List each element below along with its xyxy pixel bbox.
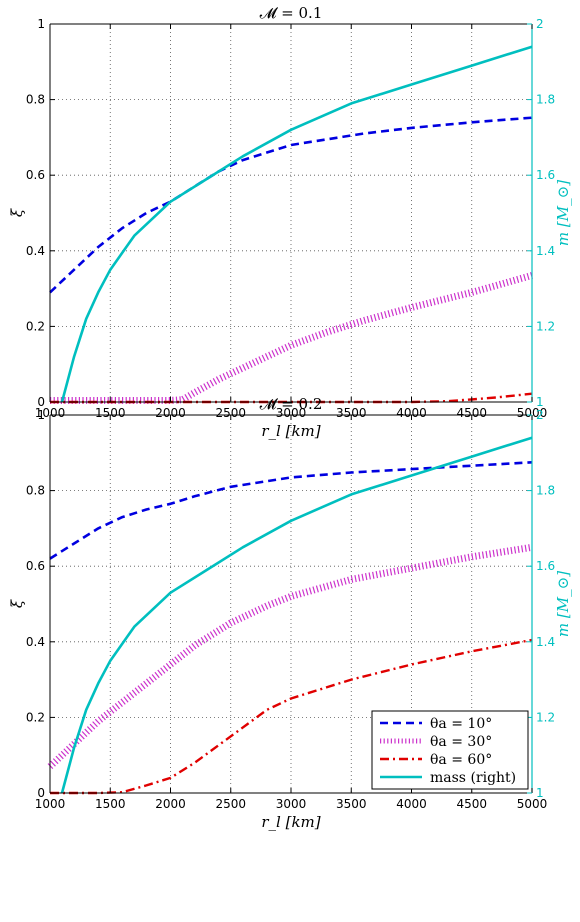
- series-line-mass: [60, 45, 533, 403]
- y-right-tick-label: 1.4: [536, 244, 555, 258]
- x-tick-label: 1000: [35, 406, 66, 420]
- y-axis-label: ξ: [8, 599, 26, 608]
- y-right-tick-label: 1: [536, 786, 544, 800]
- x-tick-label: 4500: [456, 797, 487, 811]
- x-tick-label: 2000: [155, 797, 186, 811]
- y-tick-label: 0.6: [26, 168, 45, 182]
- y-tick-label: 0.2: [26, 710, 45, 724]
- y-right-tick-label: 1.2: [536, 710, 555, 724]
- series-line-theta30: [50, 272, 533, 404]
- x-tick-label: 5000: [517, 797, 548, 811]
- y-tick-label: 0.6: [26, 559, 45, 573]
- series-line-theta10: [49, 116, 533, 294]
- x-tick-label: 2500: [215, 406, 246, 420]
- y-tick-label: 1: [37, 408, 45, 422]
- x-tick-label: 2500: [215, 797, 246, 811]
- y-right-tick-label: 1: [536, 395, 544, 409]
- x-tick-label: 4000: [396, 797, 427, 811]
- y-tick-label: 0.8: [26, 484, 45, 498]
- y-right-axis-label: m [M_⊙]: [554, 180, 572, 246]
- series-line-theta60: [50, 638, 533, 795]
- x-tick-label: 2000: [155, 406, 186, 420]
- x-tick-label: 3000: [276, 797, 307, 811]
- legend-label-theta60: θa = 60°: [430, 752, 492, 768]
- x-tick-label: 5000: [517, 406, 548, 420]
- y-right-tick-label: 1.8: [536, 93, 555, 107]
- y-tick-label: 0.2: [26, 319, 45, 333]
- y-tick-label: 0: [37, 786, 45, 800]
- x-tick-label: 1000: [35, 797, 66, 811]
- legend: θa = 10° θa = 30° θa = 60° mass (right): [371, 710, 529, 790]
- legend-label-theta30: θa = 30°: [430, 734, 492, 750]
- legend-label-mass: mass (right): [430, 770, 516, 786]
- x-axis-label: r_l [km]: [261, 813, 320, 831]
- y-right-tick-label: 1.4: [536, 635, 555, 649]
- y-right-tick-label: 2: [536, 408, 544, 422]
- series-line-theta10: [49, 461, 533, 560]
- y-right-tick-label: 2: [536, 17, 544, 31]
- y-tick-label: 0: [37, 395, 45, 409]
- y-tick-label: 0.4: [26, 244, 45, 258]
- x-tick-label: 3000: [276, 406, 307, 420]
- series-line-mass: [60, 436, 533, 794]
- x-tick-label: 4500: [456, 406, 487, 420]
- x-tick-label: 1500: [95, 406, 126, 420]
- y-tick-label: 1: [37, 17, 45, 31]
- series-line-theta30: [47, 543, 533, 770]
- chart-title: 𝓜 = 0.1: [260, 4, 323, 22]
- chart-panel-1: 1000 1500 2000 2500 3000 3500 4000 4500 5000 0 0.2…: [8, 4, 572, 440]
- chart-title: 𝓜 = 0.2: [260, 395, 323, 413]
- legend-label-theta10: θa = 10°: [430, 716, 492, 732]
- chart-panel-2: 1000 1500 2000 2500 3000 3500 4000 4500 5000 0 0.2…: [8, 395, 572, 831]
- y-right-tick-label: 1.8: [536, 484, 555, 498]
- y-right-tick-label: 1.2: [536, 319, 555, 333]
- x-tick-label: 3500: [336, 797, 367, 811]
- x-tick-label: 1500: [95, 797, 126, 811]
- y-right-tick-label: 1.6: [536, 168, 555, 182]
- y-tick-label: 0.8: [26, 93, 45, 107]
- y-right-axis-label: m [M_⊙]: [554, 571, 572, 637]
- x-tick-label: 4000: [396, 406, 427, 420]
- x-tick-label: 3500: [336, 406, 367, 420]
- y-right-tick-label: 1.6: [536, 559, 555, 573]
- y-tick-label: 0.4: [26, 635, 45, 649]
- y-axis-label: ξ: [8, 208, 26, 217]
